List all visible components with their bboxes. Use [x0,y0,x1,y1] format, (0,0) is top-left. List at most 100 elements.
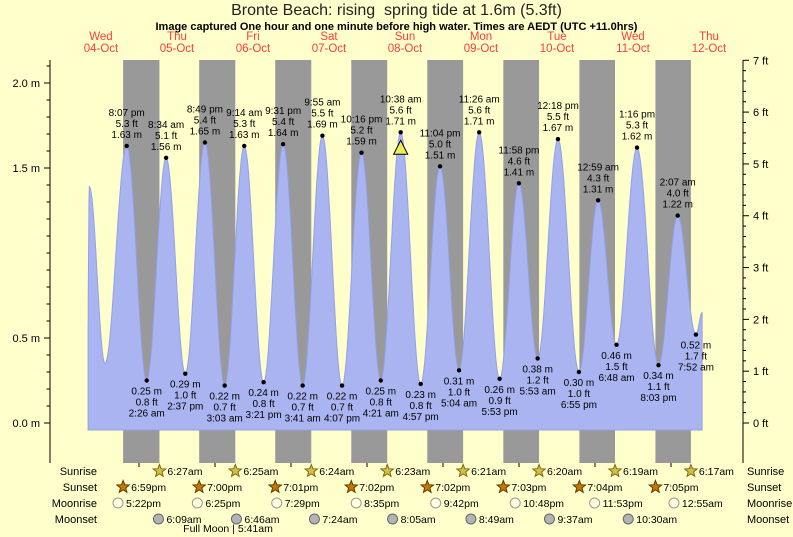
tide-height-m-label: 0.22 m [327,392,358,403]
tide-height-m-label: 0.25 m [365,387,396,398]
right-axis-tick-label: 6 ft [753,107,768,119]
tide-extreme-dot [535,356,540,361]
tide-height-ft-label: 4.0 ft [667,189,689,200]
tide-height-ft-label: 5.6 ft [390,105,412,116]
moonrise-icon [668,497,680,509]
tide-extreme-dot [693,332,699,337]
tide-extreme-dot [378,378,383,383]
astro-time-label: 6:25pm [205,498,240,510]
high-tide-annotation: 12:59 am4.3 ft1.31 m [577,162,619,203]
sunset-star-icon [647,479,663,494]
high-tide-annotation: 1:16 pm5.3 ft1.62 m [619,110,655,150]
tide-height-m-label: 0.26 m [484,385,515,396]
right-axis-tick-label: 2 ft [753,314,768,326]
astro-time-label: 6:25am [243,466,278,478]
sunrise-star-icon [531,463,547,478]
tide-height-m-label: 0.38 m [522,364,553,375]
tide-extreme-dot [477,130,482,135]
tide-height-ft-label: 5.4 ft [272,117,294,128]
tide-extreme-dot [595,198,601,203]
tide-time-label: 5:53 pm [482,407,518,418]
sunset-star-icon [267,479,283,494]
bottom-axis-ticks [138,463,672,467]
low-tide-annotation: 0.25 m0.8 ft2:26 am [129,378,165,420]
day-date-label: 09-Oct [464,43,499,55]
astro-time-label: 7:02pm [435,482,470,494]
tide-height-m-label: 0.34 m [643,371,674,382]
day-date-label: 04-Oct [84,43,119,55]
astro-time-label: 6:20am [547,466,582,478]
low-tide-annotation: 0.26 m0.9 ft5:53 pm [482,376,518,418]
day-date-label: 10-Oct [540,43,575,55]
high-tide-annotation: 11:58 pm4.6 ft1.41 m [498,145,539,186]
day-name-label: Mon [470,31,492,43]
right-axis-tick-label: 3 ft [753,263,768,275]
tide-time-label: 12:18 pm [537,101,579,112]
astro-time-label: 7:05pm [663,482,698,494]
sunrise-star-icon [227,463,243,478]
right-axis-tick-label: 0 ft [753,418,768,430]
astro-time-label: 6:17am [699,466,734,478]
tide-height-ft-label: 5.2 ft [350,126,372,137]
low-tide-annotation: 0.23 m0.8 ft4:57 pm [403,381,439,423]
high-tide-annotation: 9:14 am5.3 ft1.63 m [226,108,262,149]
tide-time-label: 8:03 pm [640,393,676,404]
day-date-label: 07-Oct [312,43,347,55]
day-name-label: Sun [395,31,415,43]
tide-height-ft-label: 5.0 ft [429,139,451,150]
astro-time-label: 10:48pm [523,498,564,510]
tide-time-label: 2:26 am [129,409,165,420]
tide-height-ft-label: 0.9 ft [489,396,511,407]
moonrise-icon [191,497,203,509]
tide-height-ft-label: 5.1 ft [155,131,177,142]
moonset-icon [387,513,399,525]
high-tide-annotation: 12:18 pm5.5 ft1.67 m [537,101,579,142]
tide-height-ft-label: 5.5 ft [311,109,333,120]
high-tide-annotation: 8:07 pm5.3 ft1.63 m [109,108,145,149]
tide-time-label: 10:38 am [380,94,422,105]
tide-time-label: 4:07 pm [324,414,360,425]
astro-row-label-left: Moonset [55,514,97,526]
tide-time-label: 8:07 pm [109,108,145,119]
moonset-icon [308,513,320,525]
tide-extreme-dot [497,376,502,381]
tide-time-label: 2:07 am [660,178,696,189]
tide-annotations: 8:07 pm5.3 ft1.63 m 0.25 m0.8 ft2:26 am 8:… [109,94,714,424]
astro-time-label: 8:05am [401,514,436,526]
day-name-label: Fri [246,31,259,43]
tide-time-label: 11:04 pm [420,128,461,139]
sunset-star-icon [419,479,435,494]
moonrise-icon [509,497,521,509]
tide-extreme-dot [183,371,188,376]
tide-height-ft-label: 5.4 ft [194,116,216,127]
astro-time-label: 7:24am [322,514,357,526]
low-tide-annotation: 0.22 m0.7 ft4:07 pm [324,383,360,425]
astro-time-label: 6:27am [167,466,202,478]
tide-extreme-dot [456,368,462,373]
sunset-star-icon [191,479,207,494]
high-tide-annotation: 9:31 pm5.4 ft1.64 m [265,106,301,147]
tide-height-m-label: 1.71 m [464,116,495,127]
tide-time-label: 4:21 am [363,409,399,420]
astro-row-label-right: Sunrise [747,466,784,478]
moonrise-icon [430,497,442,509]
low-tide-annotation: 0.24 m0.8 ft3:21 pm [246,380,282,421]
tide-time-label: 8:49 pm [187,105,223,116]
tide-height-m-label: 1.22 m [662,200,693,211]
tide-time-label: 2:37 pm [167,402,203,413]
tide-extreme-dot [418,381,423,387]
tide-height-m-label: 0.22 m [209,392,240,403]
tide-height-m-label: 0.52 m [681,341,712,352]
tide-extreme-dot [242,143,247,149]
right-axis-tick-label: 1 ft [753,366,768,378]
tide-height-m-label: 0.23 m [405,390,436,401]
tide-height-ft-label: 4.3 ft [587,173,609,184]
astro-time-label: 7:04pm [587,482,622,494]
low-tide-annotation: 0.38 m1.2 ft5:53 am [520,356,556,397]
tide-height-m-label: 0.22 m [287,392,318,403]
astro-time-label: 9:37am [557,514,592,526]
tide-extreme-dot [634,145,640,150]
right-axis-tick-label: 7 ft [753,55,768,67]
